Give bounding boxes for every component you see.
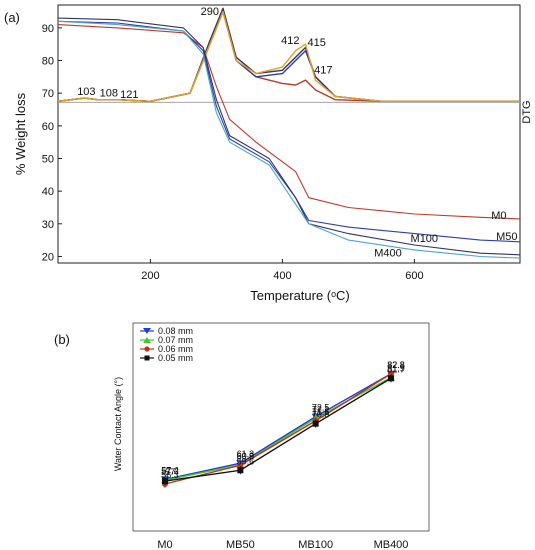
x-tick-label: 200 [141,270,159,282]
legend-marker [143,328,151,334]
panel-a-x-axis-label: Temperature (ᵒC) [250,288,350,303]
peak-label: 417 [314,65,332,77]
legend-marker [143,337,151,343]
legend-marker [144,355,150,361]
panel-a-y-axis-label: % Weight loss [13,92,28,175]
series-end-label: M0 [491,210,506,222]
data-label: 61.3 [237,449,255,459]
panel-b-plot-area: M0 MB50 MB100 MB400 57.4 61.3 72.5 82.8 57.2 60.9… [140,326,408,550]
y-tick-label: 80 [42,56,54,68]
data-point [388,375,394,382]
data-label: 72.5 [312,403,330,413]
peak-label: 415 [308,37,326,49]
x-tick-label: 600 [405,270,423,282]
y-tick-label: 90 [42,23,54,35]
x-tick-label: 400 [273,270,291,282]
peak-label: 108 [100,87,118,99]
panel-a-y2-axis-label: DTG [521,100,533,123]
tga-series-line [57,20,521,243]
data-point [237,462,244,469]
legend-entry: 0.05 mm [158,353,193,363]
panel-b-label: (b) [54,332,70,347]
legend-entry: 0.07 mm [158,335,193,345]
data-label: 60.9 [237,451,255,461]
panel-a-label: (a) [4,10,20,25]
data-label: 59.6 [237,456,255,466]
data-label: 71.5 [312,407,330,417]
dtg-series-line [57,7,520,102]
y-tick-label: 20 [42,251,54,263]
dtg-series-line [57,10,520,102]
data-point [388,370,394,377]
panel-a: (a) 200 400 600 20 30 40 50 60 70 80 90 290 412 415 41… [4,4,533,303]
panel-b-plot-frame [132,322,430,532]
data-point [162,478,168,485]
data-label: 57 [165,467,175,477]
panel-b-y-axis-label: Water Contact Angle (°) [113,377,123,471]
x-category-label: MB100 [298,539,333,550]
x-category-label: M0 [157,539,172,550]
series-line [164,373,392,481]
data-label: 57.2 [161,466,179,476]
y-tick-label: 70 [42,88,54,100]
series-end-label: M100 [411,233,439,245]
data-point [237,467,244,474]
legend-entry: 0.06 mm [158,344,193,354]
y-tick-label: 60 [42,121,54,133]
tga-series-line [57,20,521,259]
y-tick-label: 30 [42,219,54,231]
data-label: 81.9 [387,363,405,373]
y-tick-label: 50 [42,153,54,165]
peak-label: 412 [281,35,299,47]
peak-label: 290 [201,6,219,18]
data-label: 81.7 [387,364,405,374]
series-line [164,377,392,482]
y-tick-label: 40 [42,186,54,198]
data-label: 56.3 [161,470,179,480]
panel-a-plot-area: 200 400 600 20 30 40 50 60 70 80 90 290 412 415 417 103… [42,6,521,282]
data-label: 70.8 [312,410,330,420]
legend-marker [144,346,150,352]
x-category-label: MB50 [226,539,255,550]
legend-entry: 0.08 mm [158,326,193,336]
dtg-series-line [57,10,520,102]
data-point [312,420,319,427]
dtg-series-line [57,10,520,102]
peak-label: 103 [77,86,95,98]
x-category-label: MB400 [374,539,409,550]
panel-a-plot-frame [57,4,521,264]
series-line [164,373,392,485]
data-label: 82.8 [387,360,405,370]
tga-series-line [57,17,521,256]
data-label: 57.4 [161,465,179,475]
legend: 0.08 mm0.07 mm0.06 mm0.05 mm [140,326,193,363]
series-end-label: M400 [374,247,402,259]
data-label: 60.8 [237,451,255,461]
data-label: 82.8 [387,360,405,370]
data-label: 72.1 [312,404,330,414]
tga-series-line [57,24,521,220]
peak-label: 121 [120,89,138,101]
series-end-label: M50 [496,231,517,243]
panel-b: (b) M0 MB50 MB100 MB400 57.4 61.3 72.5 82.8 57.2… [54,322,430,550]
